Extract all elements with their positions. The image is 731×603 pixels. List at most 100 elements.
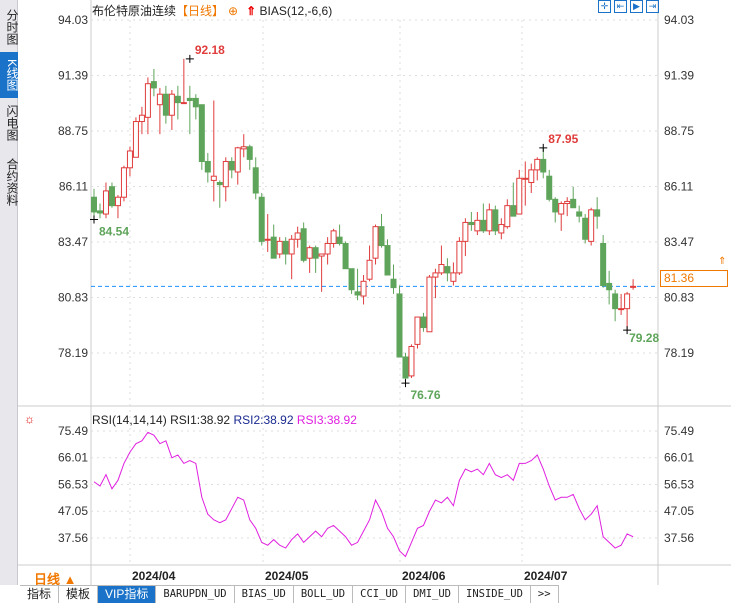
tab-inside[interactable]: INSIDE_UD — [459, 586, 531, 603]
candle — [180, 58, 187, 105]
price-tick-left: 80.83 — [58, 291, 88, 305]
indicator-settings-icon[interactable]: ☼ — [24, 412, 35, 426]
period-select-button[interactable]: 日线 ▲ — [34, 572, 77, 587]
candle — [534, 157, 541, 181]
candle — [270, 224, 277, 259]
candle-body — [96, 210, 103, 214]
zoom-range-icon[interactable]: ⇤ — [614, 0, 627, 13]
indicator-tabs: 指标 模板 VIP指标 BARUPDN_UD BIAS_UD BOLL_UD C… — [20, 585, 559, 603]
rsi-tick-left: 66.01 — [58, 451, 88, 465]
tab-dmi[interactable]: DMI_UD — [406, 586, 459, 603]
candle-body — [180, 102, 187, 105]
tab-kline[interactable]: K线图 — [0, 52, 19, 98]
price-tick-right: 91.39 — [664, 69, 694, 83]
candle-body — [318, 253, 325, 257]
candle — [432, 268, 439, 299]
candle — [564, 197, 571, 217]
candle — [240, 134, 247, 158]
candle-body — [600, 242, 607, 287]
rsi2-value: RSI2:38.92 — [233, 413, 294, 427]
tab-indicators[interactable]: 指标 — [20, 586, 60, 603]
rsi-tick-left: 56.53 — [58, 477, 88, 491]
candle-body — [426, 276, 433, 333]
candle-body — [498, 224, 505, 234]
candle-body — [564, 200, 571, 205]
exit-icon[interactable]: ⇥ — [646, 0, 659, 13]
candle-body — [156, 93, 163, 106]
candle — [396, 285, 403, 358]
add-indicator-icon[interactable]: ⊕ — [228, 4, 239, 18]
candle — [486, 203, 493, 236]
candle-body — [162, 93, 169, 116]
candle-body — [540, 158, 547, 173]
candle-body — [108, 186, 115, 207]
up-arrow-icon: ⇑ — [246, 4, 257, 18]
candle-body — [582, 217, 589, 240]
last-price-tag: 81.36 — [660, 270, 728, 287]
candle-body — [414, 316, 421, 345]
extreme-marker — [539, 143, 548, 152]
candle — [222, 157, 229, 202]
candle — [438, 245, 445, 276]
date-tick: 2024/07 — [524, 569, 568, 583]
candle-body — [594, 209, 601, 217]
low-label: 76.76 — [410, 388, 440, 402]
candle-body — [252, 167, 259, 194]
candle — [360, 275, 367, 305]
rsi-tick-right: 66.01 — [664, 451, 694, 465]
tab-templates[interactable]: 模板 — [59, 586, 99, 603]
candle-body — [492, 209, 499, 232]
candle — [354, 268, 361, 301]
candle-body — [462, 221, 469, 242]
candle-body — [276, 240, 283, 255]
rsi-tick-left: 37.56 — [58, 531, 88, 545]
candle-body — [210, 175, 217, 181]
candle-body — [114, 196, 121, 207]
candle — [618, 293, 625, 315]
candle — [138, 106, 145, 135]
candle — [594, 197, 601, 229]
candle — [462, 218, 469, 257]
tab-contract-info[interactable]: 合约资料 — [5, 158, 19, 206]
candle — [228, 157, 235, 179]
candle — [492, 205, 499, 236]
candle — [276, 237, 283, 259]
candle — [192, 94, 199, 120]
candle-body — [330, 230, 337, 244]
tab-cci[interactable]: CCI_UD — [353, 586, 407, 603]
candle — [612, 289, 619, 322]
candle-body — [222, 160, 229, 188]
tab-timeshare[interactable]: 分时图 — [5, 9, 19, 45]
indicator-label[interactable]: BIAS(12,-6,6) — [259, 4, 333, 18]
tab-more[interactable]: >> — [530, 586, 559, 603]
candle — [558, 201, 565, 231]
rsi1-value: RSI1:38.92 — [170, 413, 231, 427]
candle — [378, 214, 385, 248]
candle-body — [150, 81, 157, 89]
extreme-marker — [401, 379, 410, 388]
tab-flash-chart[interactable]: 闪电图 — [5, 105, 19, 141]
candle-body — [402, 356, 409, 379]
crosshair-icon[interactable]: ✛ — [598, 0, 611, 13]
candle-body — [354, 291, 361, 296]
extreme-marker — [185, 54, 194, 63]
candle — [390, 264, 397, 294]
candle-body — [474, 219, 481, 232]
candle — [552, 197, 559, 223]
tab-barupdn[interactable]: BARUPDN_UD — [156, 586, 235, 603]
candle — [504, 199, 511, 229]
candle — [630, 279, 637, 290]
candle — [156, 87, 163, 135]
candle — [450, 262, 457, 286]
candle-body — [306, 247, 313, 259]
tab-boll[interactable]: BOLL_UD — [293, 586, 354, 603]
candle — [318, 253, 325, 292]
candle — [144, 77, 151, 135]
candle-body — [138, 114, 145, 123]
candle-body — [522, 177, 529, 180]
tab-bias[interactable]: BIAS_UD — [234, 586, 294, 603]
tab-vip-indicators[interactable]: VIP指标 — [98, 586, 157, 603]
play-icon[interactable]: ▶ — [630, 0, 643, 13]
price-tick-left: 88.75 — [58, 124, 88, 138]
